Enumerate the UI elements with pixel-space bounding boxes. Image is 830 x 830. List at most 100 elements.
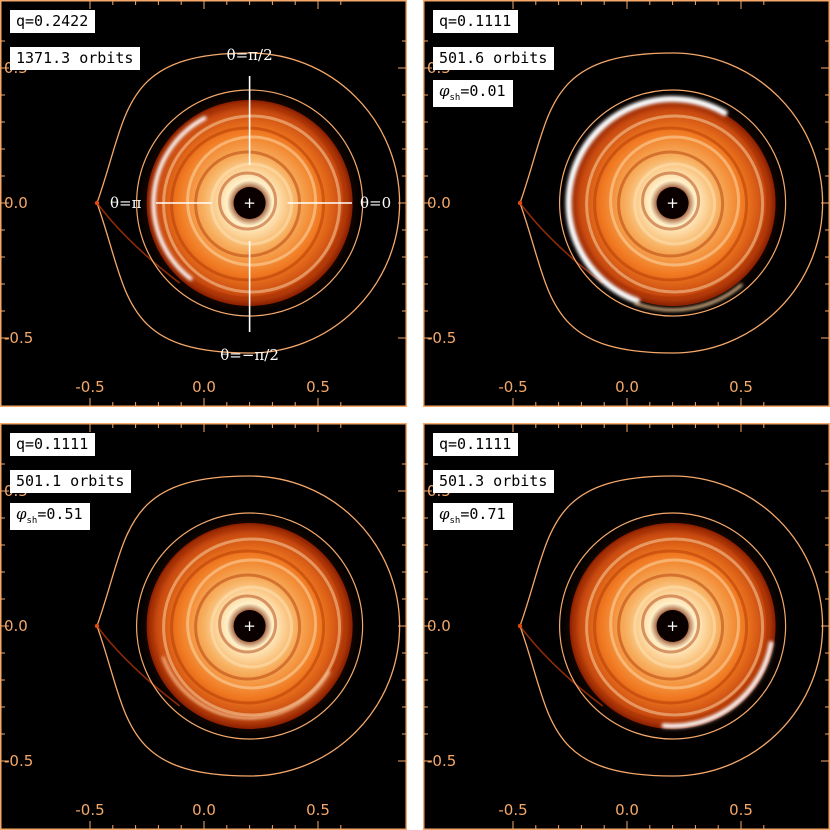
disc-ring — [210, 585, 294, 669]
y-tick-label: -0.5 — [4, 329, 33, 347]
panel-top-left: +-0.50.00.5-0.50.00.5θ=π/2θ=πθ=0θ=−π/2 q… — [0, 0, 407, 407]
axis-frame — [0, 423, 407, 830]
x-tick-label: 0.5 — [306, 801, 330, 819]
angle-label-left: θ=π — [110, 194, 142, 212]
disc-ring — [593, 549, 749, 705]
disc-ring — [186, 135, 318, 267]
l1-point — [517, 623, 523, 629]
bright-streak — [151, 116, 207, 281]
x-tick-label: -0.5 — [498, 378, 527, 396]
orbits-label-text: 501.6 orbits — [439, 49, 548, 67]
disc-ring — [186, 558, 318, 690]
l1-point — [94, 623, 100, 629]
disc-ring — [585, 537, 765, 717]
disc-ring — [218, 594, 278, 654]
phase-subscript: sh — [449, 516, 461, 526]
disc-ring — [633, 162, 717, 246]
disc-ring — [609, 558, 741, 690]
disc-ring — [617, 573, 725, 681]
disc-ring — [593, 126, 749, 282]
primary-star-marker: + — [243, 194, 256, 212]
disc-ring — [218, 171, 278, 231]
y-tick-label: 0.0 — [4, 617, 28, 635]
q-label-text: q=0.1111 — [16, 435, 89, 453]
panel-bottom-left: +-0.50.00.5-0.50.00.5 q=0.1111 501.1 orb… — [0, 423, 407, 830]
disc-ring — [210, 162, 294, 246]
orbits-label: 501.6 orbits — [433, 47, 555, 70]
phase-symbol: φ — [439, 82, 450, 100]
bright-streak — [661, 641, 774, 729]
y-tick-label: 0.0 — [427, 617, 451, 635]
accretion-stream — [519, 202, 604, 284]
q-label: q=0.2422 — [10, 10, 96, 33]
x-tick-label: 0.5 — [729, 378, 753, 396]
orbits-label-text: 501.1 orbits — [16, 472, 125, 490]
accretion-stream — [96, 202, 181, 284]
disc-inner-hole — [656, 610, 689, 642]
x-tick-label: -0.5 — [75, 378, 104, 396]
x-tick-label: -0.5 — [498, 801, 527, 819]
disc-ring — [194, 573, 302, 681]
disc-ring — [572, 102, 770, 300]
disc-plot: +-0.50.00.5-0.50.00.5θ=π/2θ=πθ=0θ=−π/2 — [0, 0, 407, 407]
disc-ring — [572, 525, 770, 723]
y-tick-label: -0.5 — [4, 752, 33, 770]
phase-value: =0.71 — [460, 505, 506, 523]
orbits-label: 1371.3 orbits — [10, 47, 141, 70]
q-label-text: q=0.2422 — [16, 12, 89, 30]
disc-ring — [609, 135, 741, 267]
q-label: q=0.1111 — [433, 433, 519, 456]
angle-label-right: θ=0 — [360, 194, 391, 212]
phase-subscript: sh — [449, 93, 461, 103]
y-tick-label: 0.0 — [427, 194, 451, 212]
disc-ring — [633, 585, 717, 669]
y-tick-label: -0.5 — [427, 752, 456, 770]
panel-top-right: +-0.50.00.5-0.50.00.5 q=0.1111 501.6 orb… — [423, 0, 830, 407]
orbits-label: 501.1 orbits — [10, 470, 132, 493]
orbit-circle — [136, 512, 364, 740]
x-tick-label: 0.5 — [306, 378, 330, 396]
bright-streak — [565, 96, 728, 304]
x-tick-label: 0.0 — [192, 801, 216, 819]
x-tick-label: 0.0 — [615, 801, 639, 819]
y-tick-label: -0.5 — [427, 329, 456, 347]
primary-star-marker: + — [666, 194, 679, 212]
axis-frame — [423, 0, 830, 407]
disc-ring — [617, 150, 725, 258]
orbits-label-text: 1371.3 orbits — [16, 49, 134, 67]
axis-frame — [0, 0, 407, 407]
disc-plot: +-0.50.00.5-0.50.00.5 — [423, 423, 830, 830]
disc-ring — [194, 150, 302, 258]
phase-value: =0.01 — [460, 82, 506, 100]
bright-streak — [162, 656, 331, 720]
x-tick-label: 0.5 — [729, 801, 753, 819]
disc-ring — [641, 594, 701, 654]
disc-ring — [162, 114, 342, 294]
disc-inner-hole — [233, 610, 266, 642]
disc-inner-hole — [656, 187, 689, 219]
disc-ring — [641, 171, 701, 231]
x-tick-label: 0.0 — [192, 378, 216, 396]
bright-streak — [634, 283, 743, 312]
disc-ring — [170, 126, 326, 282]
q-label: q=0.1111 — [433, 10, 519, 33]
orbit-circle — [559, 89, 787, 317]
accretion-stream — [96, 625, 181, 707]
phase-label: φsh=0.01 — [433, 80, 513, 107]
phase-label: φsh=0.71 — [433, 503, 513, 530]
x-tick-label: -0.5 — [75, 801, 104, 819]
y-tick-label: 0.0 — [4, 194, 28, 212]
phase-subscript: sh — [26, 516, 38, 526]
disc-ring — [162, 537, 342, 717]
orbits-label-text: 501.3 orbits — [439, 472, 548, 490]
disc-ring — [149, 102, 347, 300]
q-label-text: q=0.1111 — [439, 12, 512, 30]
phase-symbol: φ — [16, 505, 27, 523]
orbit-circle — [559, 512, 787, 740]
accretion-stream — [519, 625, 604, 707]
orbits-label: 501.3 orbits — [433, 470, 555, 493]
phase-label: φsh=0.51 — [10, 503, 90, 530]
primary-star-marker: + — [666, 617, 679, 635]
primary-star-marker: + — [243, 617, 256, 635]
